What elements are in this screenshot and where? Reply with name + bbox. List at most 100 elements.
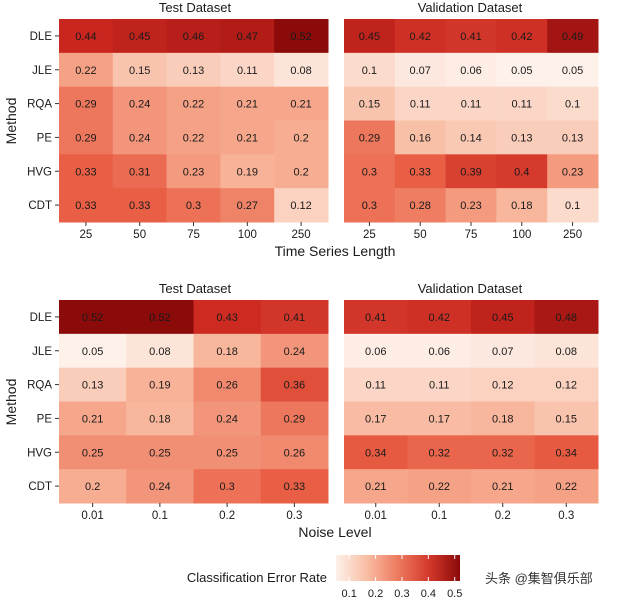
cell-value-label: 0.18 [492,413,513,425]
cell-value-label: 0.18 [216,346,237,358]
cell-value-label: 0.29 [359,132,380,144]
heatmap-top-right: 0.45 0.42 0.41 0.42 0.49 0.1 0.07 0.06 0.05 0.05 0… [344,19,599,241]
cell-value-label: 0.25 [82,447,103,459]
heatmap-cell [394,188,447,223]
cell-value-label: 0.29 [75,132,96,144]
x-axis-title-bottom: Noise Level [298,524,371,540]
cell-value-label: 0.13 [183,65,204,77]
y-tick-label: PE [37,132,53,144]
y-tick-label: CDT [28,200,52,212]
cell-value-label: 0.44 [75,31,96,43]
heatmap-bottom-right: 0.41 0.42 0.45 0.48 0.06 0.06 0.07 0.08 0.11 0.11… [344,300,599,522]
y-tick-label: JLE [32,346,52,358]
x-tick-label: 0.01 [81,510,103,522]
cell-value-label: 0.17 [365,413,386,425]
heatmap-cell [344,469,408,504]
panel-title-top-right: Validation Dataset [418,0,523,15]
cell-value-label: 0.22 [183,132,204,144]
panel-title-bottom-left: Test Dataset [159,281,232,296]
heatmap-cell [445,52,497,88]
heatmap-cell [59,333,127,369]
cell-value-label: 0.52 [290,31,311,43]
heatmap-cell [274,86,329,121]
heatmap-cell [112,188,168,223]
cell-value-label: 0.2 [293,132,308,144]
x-tick-label: 0.2 [495,510,511,522]
cell-value-label: 0.15 [359,99,380,111]
heatmap-cell [344,435,408,470]
y-tick-label: RQA [27,99,52,111]
cell-value-label: 0.11 [365,380,386,392]
heatmap-cell [59,52,114,88]
cell-value-label: 0.42 [429,312,450,324]
cell-value-label: 0.3 [362,200,377,212]
cell-value-label: 0.39 [460,166,481,178]
heatmap-cell [344,188,396,223]
cell-value-label: 0.06 [460,65,481,77]
cell-value-label: 0.07 [409,65,430,77]
heatmap-cell [59,435,127,470]
heatmap-cell [344,333,408,369]
x-axis-title-top: Time Series Length [275,243,396,259]
y-tick-label: JLE [32,65,52,77]
heatmap-cell [534,469,599,504]
heatmap-cell [220,154,275,189]
x-tick-label: 75 [465,229,478,241]
heatmap-cell [344,401,408,436]
heatmap-cell [344,120,396,155]
heatmap-cell [260,300,329,335]
heatmap-cell [547,52,599,88]
heatmap-cell [59,19,114,54]
cell-value-label: 0.11 [461,99,482,111]
legend-tick-label: 0.4 [421,588,436,600]
heatmap-cell [445,188,497,223]
cell-value-label: 0.11 [410,99,431,111]
cell-value-label: 0.05 [511,65,532,77]
cell-value-label: 0.2 [85,481,100,493]
x-tick-label: 0.2 [219,510,235,522]
heatmap-cell [274,19,329,54]
heatmap-cell [496,154,548,189]
cell-value-label: 0.06 [429,346,450,358]
heatmap-cell [445,19,497,54]
heatmap-cell [344,154,396,189]
cell-value-label: 0.15 [556,413,577,425]
cell-value-label: 0.34 [365,447,386,459]
heatmap-cell [193,469,262,504]
x-tick-label: 100 [238,229,257,241]
heatmap-cell [547,19,599,54]
legend-tick-label: 0.2 [368,588,383,600]
heatmap-cell [126,401,194,436]
heatmap-cell [112,52,168,88]
heatmap-cell [496,120,548,155]
cell-value-label: 0.33 [129,200,150,212]
cell-value-label: 0.34 [556,447,577,459]
heatmap-cell [126,435,194,470]
cell-value-label: 0.11 [429,380,450,392]
cell-value-label: 0.3 [186,200,201,212]
cell-value-label: 0.07 [492,346,513,358]
legend-title: Classification Error Rate [187,570,327,585]
heatmap-cell [59,401,127,436]
x-tick-label: 0.1 [152,510,168,522]
cell-value-label: 0.19 [149,380,170,392]
heatmap-cell [220,52,275,88]
cell-value-label: 0.2 [293,166,308,178]
heatmap-cell [547,86,599,121]
cell-value-label: 0.33 [75,166,96,178]
heatmap-cell [126,300,194,335]
cell-value-label: 0.32 [429,447,450,459]
x-tick-label: 250 [563,229,582,241]
cell-value-label: 0.14 [460,132,481,144]
heatmap-cell [260,469,329,504]
heatmap-cell [166,86,221,121]
y-tick-label: DLE [30,31,53,43]
heatmap-cell [534,367,599,402]
heatmap-cell [193,367,262,402]
cell-value-label: 0.12 [492,380,513,392]
heatmap-cell [445,120,497,155]
heatmap-cell [445,154,497,189]
cell-value-label: 0.13 [511,132,532,144]
cell-value-label: 0.24 [284,346,305,358]
